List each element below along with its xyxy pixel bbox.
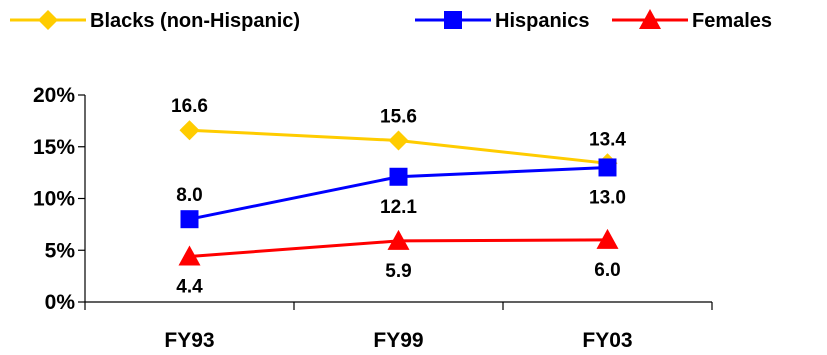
data-label-blacks-non-hispanic: 13.4 [589, 129, 626, 150]
data-point-hispanics [598, 158, 617, 177]
chart-legend: Blacks (non-Hispanic) Hispanics Females [10, 9, 772, 32]
x-tick-label: FY99 [373, 329, 423, 352]
y-tick-label: 0% [45, 291, 76, 314]
data-label-blacks-non-hispanic: 16.6 [171, 96, 208, 117]
data-label-hispanics: 12.1 [380, 197, 417, 218]
legend-marker-hispanics [444, 11, 462, 29]
legend-label-blacks-non-hispanic: Blacks (non-Hispanic) [90, 10, 300, 32]
chart-series [178, 120, 619, 266]
legend-marker-females [639, 9, 661, 29]
data-label-females: 6.0 [594, 260, 620, 281]
y-tick-label: 20% [33, 84, 75, 107]
x-tick-label: FY93 [164, 329, 214, 352]
data-label-females: 5.9 [385, 261, 411, 282]
data-label-blacks-non-hispanic: 15.6 [380, 107, 417, 128]
x-tick-label: FY03 [582, 329, 632, 352]
y-tick-label: 15% [33, 136, 75, 159]
y-tick-label: 5% [45, 239, 76, 262]
legend-marker-blacks-non-hispanic [38, 10, 58, 30]
chart-axes: 0% 5% 10% 15% 20% FY93 FY99 FY03 [33, 84, 713, 352]
data-point-females [387, 229, 410, 250]
y-tick-label: 10% [33, 188, 75, 211]
data-label-hispanics: 13.0 [589, 187, 626, 208]
data-point-hispanics [389, 167, 408, 186]
data-point-females [178, 245, 201, 266]
legend-label-females: Females [692, 10, 772, 32]
chart-data-labels: 16.6 15.6 13.4 8.0 12.1 13.0 4.4 5.9 6.0 [171, 96, 626, 297]
data-point-blacks-non-hispanic [179, 120, 200, 141]
data-label-females: 4.4 [176, 276, 203, 297]
data-label-hispanics: 8.0 [176, 185, 202, 206]
data-point-hispanics [180, 210, 199, 229]
data-point-females [596, 228, 619, 249]
data-point-blacks-non-hispanic [388, 130, 409, 151]
legend-label-hispanics: Hispanics [495, 10, 589, 32]
